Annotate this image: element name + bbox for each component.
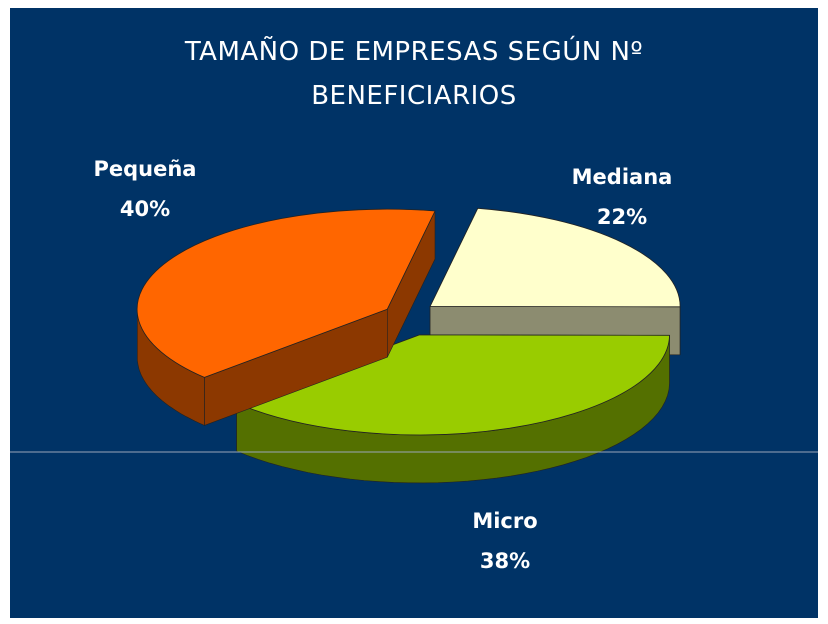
pie — [136, 207, 681, 484]
slice — [136, 208, 436, 378]
slice-value-label: 38% — [480, 549, 530, 573]
slice — [235, 334, 670, 436]
slice — [429, 207, 681, 308]
slice-label: Micro — [472, 509, 537, 533]
slice-value-label: 40% — [120, 197, 170, 221]
slice-label: Pequeña — [94, 157, 197, 181]
slice-label: Mediana — [572, 165, 673, 189]
slice-value-label: 22% — [597, 205, 647, 229]
chart-title: TAMAÑO DE EMPRESAS SEGÚN Nº BENEFICIARIO… — [184, 37, 644, 111]
